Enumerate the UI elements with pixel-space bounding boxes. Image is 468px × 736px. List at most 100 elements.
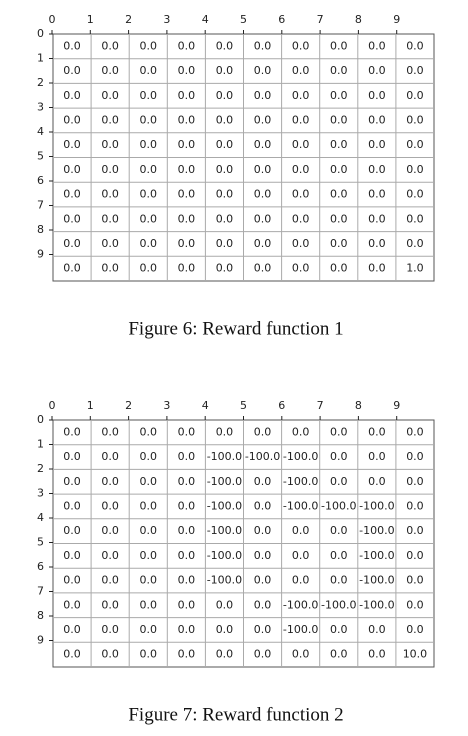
cell-text: 0.0: [63, 138, 81, 151]
y-tick-label: 6: [37, 174, 44, 187]
cell-text: 0.0: [178, 163, 196, 176]
cell-text: 0.0: [101, 188, 119, 201]
cell-text: 0.0: [254, 89, 272, 102]
cell-text: -100.0: [359, 574, 394, 587]
cell-text: 0.0: [101, 64, 119, 77]
cell-text: -100.0: [359, 549, 394, 562]
cell-text: 0.0: [330, 524, 348, 537]
cell-text: 0.0: [216, 237, 234, 250]
y-tick-label: 7: [37, 199, 44, 212]
cell-text: 0.0: [63, 212, 81, 225]
cell-text: 0.0: [406, 64, 424, 77]
cell-text: 0.0: [216, 39, 234, 52]
x-tick-label: 3: [163, 399, 170, 412]
cell-text: 0.0: [216, 64, 234, 77]
cell-text: 0.0: [101, 623, 119, 636]
cell-text: 0.0: [63, 262, 81, 275]
y-tick-label: 8: [37, 223, 44, 236]
x-tick-label: 1: [87, 399, 94, 412]
cell-text: 0.0: [292, 574, 310, 587]
cell-text: -100.0: [283, 598, 318, 611]
cell-text: 0.0: [406, 89, 424, 102]
cell-text: 0.0: [140, 598, 158, 611]
cell-text: 0.0: [368, 138, 386, 151]
cell-text: 0.0: [254, 262, 272, 275]
x-tick-label: 5: [240, 13, 247, 26]
x-tick-label: 9: [393, 399, 400, 412]
y-tick-label: 2: [37, 462, 44, 475]
cell-text: 0.0: [216, 188, 234, 201]
cell-text: 0.0: [330, 262, 348, 275]
cell-text: 0.0: [406, 475, 424, 488]
cell-text: 0.0: [368, 262, 386, 275]
x-tick-label: 8: [355, 13, 362, 26]
y-tick-label: 0: [37, 413, 44, 426]
cell-text: 0.0: [368, 425, 386, 438]
cell-text: 0.0: [178, 113, 196, 126]
y-tick-label: 6: [37, 560, 44, 573]
cell-text: 0.0: [101, 138, 119, 151]
cell-text: 0.0: [178, 648, 196, 661]
cell-text: 0.0: [254, 648, 272, 661]
y-tick-label: 5: [37, 536, 44, 549]
cell-text: 0.0: [140, 574, 158, 587]
cell-text: 0.0: [63, 450, 81, 463]
cell-text: 0.0: [292, 188, 310, 201]
caption: Figure 7: Reward function 2: [128, 704, 343, 725]
cell-text: 0.0: [406, 188, 424, 201]
x-tick-label: 5: [240, 399, 247, 412]
cell-text: 0.0: [368, 648, 386, 661]
x-tick-label: 8: [355, 399, 362, 412]
cell-text: 0.0: [368, 89, 386, 102]
cell-text: -100.0: [207, 549, 242, 562]
cell-text: 0.0: [406, 425, 424, 438]
cell-text: 0.0: [254, 39, 272, 52]
cell-text: 0.0: [216, 113, 234, 126]
cell-text: -100.0: [283, 623, 318, 636]
cell-text: 0.0: [178, 188, 196, 201]
cell-text: 0.0: [254, 549, 272, 562]
cell-text: 0.0: [406, 499, 424, 512]
cell-text: 0.0: [330, 138, 348, 151]
y-tick-label: 3: [37, 101, 44, 114]
cell-text: 0.0: [292, 524, 310, 537]
cell-text: 0.0: [292, 425, 310, 438]
cell-text: 0.0: [406, 574, 424, 587]
x-tick-label: 0: [49, 13, 56, 26]
cell-text: -100.0: [207, 499, 242, 512]
cell-text: 0.0: [178, 598, 196, 611]
cell-text: 0.0: [330, 450, 348, 463]
cell-text: 0.0: [292, 39, 310, 52]
cell-text: 0.0: [368, 212, 386, 225]
cell-text: -100.0: [321, 598, 356, 611]
cell-text: 0.0: [254, 113, 272, 126]
cell-text: 0.0: [330, 163, 348, 176]
x-tick-label: 1: [87, 13, 94, 26]
cell-text: 0.0: [101, 524, 119, 537]
y-tick-label: 5: [37, 150, 44, 163]
y-tick-label: 2: [37, 76, 44, 89]
cell-text: -100.0: [207, 450, 242, 463]
cell-text: 0.0: [63, 648, 81, 661]
y-tick-label: 8: [37, 609, 44, 622]
cell-text: 0.0: [406, 623, 424, 636]
cell-text: 0.0: [178, 89, 196, 102]
cell-text: 0.0: [254, 188, 272, 201]
cell-text: 0.0: [63, 188, 81, 201]
cell-text: 0.0: [406, 237, 424, 250]
cell-text: 0.0: [368, 475, 386, 488]
cell-text: 0.0: [63, 64, 81, 77]
x-tick-label: 3: [163, 13, 170, 26]
cell-text: 0.0: [178, 574, 196, 587]
cell-text: 0.0: [292, 113, 310, 126]
cell-text: 0.0: [178, 138, 196, 151]
y-tick-label: 9: [37, 634, 44, 647]
x-tick-label: 2: [125, 399, 132, 412]
cell-text: 0.0: [178, 39, 196, 52]
cell-text: 0.0: [101, 113, 119, 126]
cell-text: 0.0: [140, 450, 158, 463]
x-tick-label: 6: [278, 13, 285, 26]
cell-text: 0.0: [406, 138, 424, 151]
cell-text: 0.0: [216, 598, 234, 611]
